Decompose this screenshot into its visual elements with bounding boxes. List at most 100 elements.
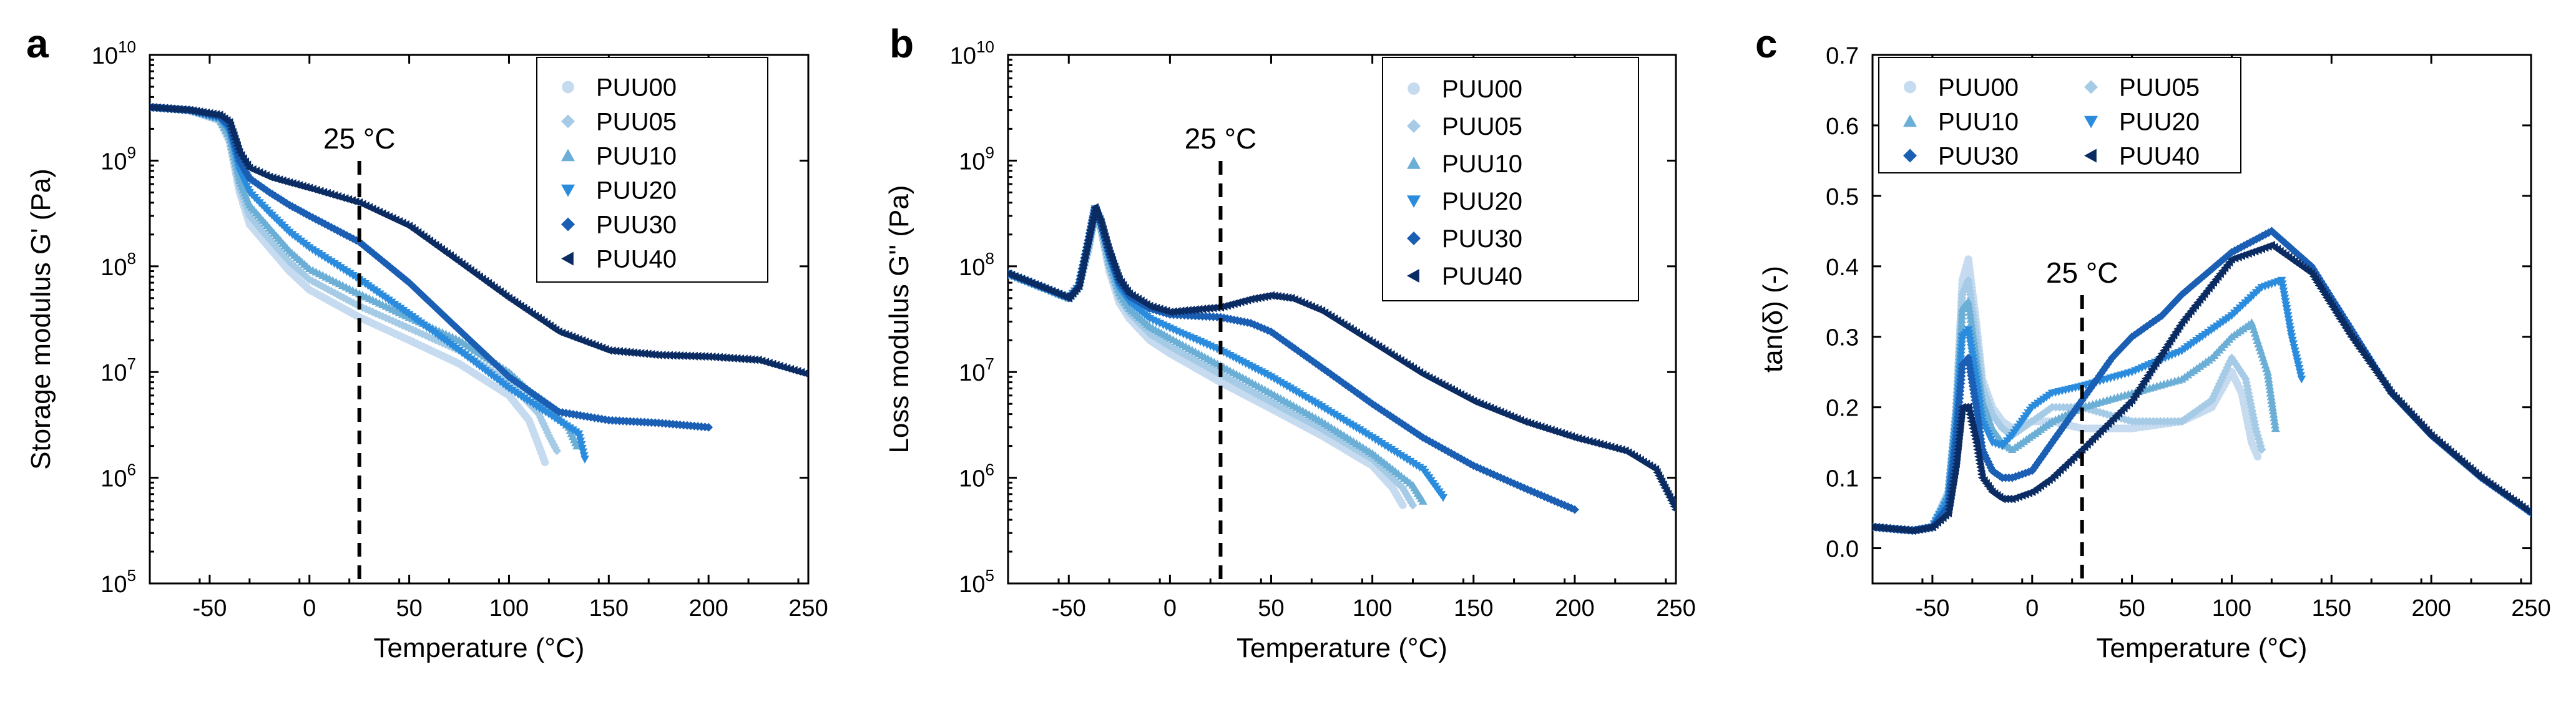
data-point <box>1439 494 1448 502</box>
data-point <box>707 352 716 361</box>
data-point <box>1212 303 1221 312</box>
y-tick-label: 107 <box>100 354 136 386</box>
data-point <box>729 354 737 363</box>
data-point <box>1921 524 1929 533</box>
x-tick-label: 200 <box>1555 595 1594 622</box>
y-tick-label: 1010 <box>92 37 136 69</box>
y-tick-label: 0.7 <box>1826 43 1859 69</box>
legend-marker <box>561 114 575 129</box>
x-tick-label: 0 <box>1163 595 1177 622</box>
y-axis-title: Loss modulus G'' (Pa) <box>884 185 914 453</box>
data-point <box>2253 452 2262 461</box>
data-point <box>2268 399 2277 407</box>
legend-item-puu05: PUU05 <box>2084 74 2200 102</box>
y-tick-label: 105 <box>959 566 994 598</box>
data-point <box>1183 306 1192 315</box>
data-point <box>580 456 589 464</box>
reference-line-label: 25 °C <box>1185 122 1257 155</box>
data-point <box>636 349 645 358</box>
y-tick-exponent: 6 <box>127 461 136 479</box>
data-point <box>1966 314 1976 323</box>
x-tick-label: -50 <box>1052 595 1086 622</box>
legend-item-puu40: PUU40 <box>1407 263 1522 290</box>
legend-item-puu30: PUU30 <box>1407 225 1522 253</box>
data-point <box>2267 396 2276 404</box>
legend-item-puu20: PUU20 <box>1407 188 1522 215</box>
data-point <box>1263 291 1271 301</box>
y-tick-exponent: 10 <box>976 37 994 56</box>
data-point <box>1205 304 1213 313</box>
data-point <box>1180 306 1188 315</box>
x-tick-label: 250 <box>788 595 828 622</box>
data-point <box>152 103 161 112</box>
data-point <box>1924 523 1933 532</box>
legend-box <box>1878 57 2241 173</box>
data-point <box>1187 305 1195 314</box>
data-point <box>1879 524 1888 533</box>
data-point <box>622 348 630 357</box>
x-tick-label: 100 <box>2212 595 2251 622</box>
data-point <box>2265 381 2275 390</box>
data-point <box>608 346 616 356</box>
reference-line-label: 25 °C <box>2046 256 2118 289</box>
legend-label: PUU05 <box>1442 113 1522 140</box>
data-point <box>1202 304 1210 313</box>
legend-marker <box>1903 114 1917 127</box>
data-point <box>174 105 183 114</box>
y-axis-title: tan(δ) (-) <box>1758 266 1788 373</box>
y-tick-base: 10 <box>950 43 976 69</box>
data-point <box>1250 294 1258 303</box>
data-point <box>552 446 562 456</box>
legend-label: PUU40 <box>596 246 677 273</box>
data-point <box>182 105 190 115</box>
data-point <box>160 104 168 113</box>
legend-marker <box>2084 149 2097 163</box>
data-point <box>1964 300 1974 309</box>
legend-item-puu30: PUU30 <box>561 212 677 239</box>
data-point <box>1917 524 1926 534</box>
data-point <box>1967 318 1976 326</box>
panel-letter: a <box>26 21 49 66</box>
data-point <box>1280 293 1288 302</box>
legend-marker <box>1407 119 1421 133</box>
x-tick-label: 150 <box>1454 595 1493 622</box>
legend-item-puu30: PUU30 <box>1903 143 2019 170</box>
y-axis-title: Storage modulus G' (Pa) <box>26 168 56 470</box>
data-point <box>198 108 207 117</box>
y-tick-label: 106 <box>100 461 136 492</box>
legend-label: PUU00 <box>1442 76 1522 103</box>
data-point <box>704 422 713 432</box>
data-point <box>2265 378 2274 386</box>
legend-label: PUU30 <box>596 212 677 239</box>
data-point <box>647 349 655 359</box>
y-tick-base: 10 <box>959 255 985 281</box>
legend-label: PUU40 <box>1442 263 1522 290</box>
data-point <box>1270 399 1279 408</box>
legend-marker <box>1904 80 1916 94</box>
data-point <box>1176 306 1185 316</box>
legend-label: PUU30 <box>1938 143 2019 170</box>
data-point <box>208 109 217 119</box>
legend-box <box>536 57 768 283</box>
panel-letter: c <box>1755 21 1778 66</box>
legend-marker <box>1903 149 1917 163</box>
data-point <box>205 109 213 118</box>
x-tick-label: 100 <box>1353 595 1392 622</box>
data-point <box>192 107 200 116</box>
data-point <box>1194 305 1203 314</box>
data-point <box>1260 292 1268 301</box>
data-series-group <box>1873 227 2531 535</box>
series-puu40 <box>1008 203 1676 512</box>
legend-label: PUU00 <box>596 74 677 102</box>
y-tick-label: 108 <box>959 249 994 281</box>
legend-item-puu10: PUU10 <box>561 143 677 170</box>
legend-item-puu00: PUU00 <box>1904 74 2019 102</box>
legend: PUU00 PUU05 PUU10 PUU20 PUU30 PUU40 <box>1382 57 1639 301</box>
y-tick-label: 106 <box>959 461 994 492</box>
data-point <box>212 110 220 119</box>
data-point <box>1198 305 1207 314</box>
legend-item-puu00: PUU00 <box>562 74 677 102</box>
y-tick-exponent: 8 <box>986 249 994 268</box>
